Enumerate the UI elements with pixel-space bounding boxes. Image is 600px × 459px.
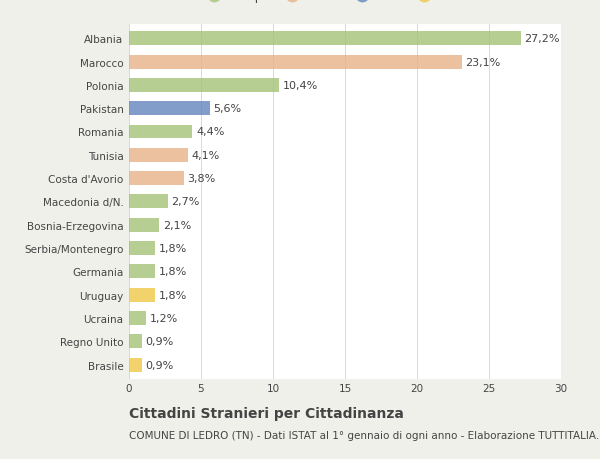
Bar	[129, 288, 155, 302]
Bar	[129, 358, 142, 372]
Bar	[129, 125, 193, 139]
Text: 1,8%: 1,8%	[158, 267, 187, 277]
Bar	[129, 218, 159, 232]
Bar	[129, 195, 168, 209]
Text: 2,7%: 2,7%	[172, 197, 200, 207]
Bar	[129, 172, 184, 186]
Text: COMUNE DI LEDRO (TN) - Dati ISTAT al 1° gennaio di ogni anno - Elaborazione TUTT: COMUNE DI LEDRO (TN) - Dati ISTAT al 1° …	[129, 430, 600, 440]
Text: 3,8%: 3,8%	[187, 174, 215, 184]
Bar	[129, 32, 521, 46]
Bar	[129, 56, 461, 69]
Text: 1,2%: 1,2%	[150, 313, 178, 323]
Text: 10,4%: 10,4%	[283, 81, 317, 91]
Text: 0,9%: 0,9%	[146, 336, 174, 347]
Bar	[129, 241, 155, 256]
Text: 2,1%: 2,1%	[163, 220, 191, 230]
Text: 4,4%: 4,4%	[196, 127, 224, 137]
Text: 5,6%: 5,6%	[213, 104, 241, 114]
Bar	[129, 311, 146, 325]
Text: 27,2%: 27,2%	[524, 34, 560, 44]
Text: 0,9%: 0,9%	[146, 360, 174, 369]
Bar	[129, 335, 142, 348]
Legend: Europa, Africa, Asia, America: Europa, Africa, Asia, America	[202, 0, 488, 4]
Bar	[129, 265, 155, 279]
Text: 4,1%: 4,1%	[191, 151, 220, 161]
Text: 1,8%: 1,8%	[158, 290, 187, 300]
Text: 1,8%: 1,8%	[158, 243, 187, 253]
Text: 23,1%: 23,1%	[465, 57, 500, 67]
Bar	[129, 102, 209, 116]
Text: Cittadini Stranieri per Cittadinanza: Cittadini Stranieri per Cittadinanza	[129, 406, 404, 420]
Bar	[129, 79, 279, 93]
Bar	[129, 148, 188, 162]
